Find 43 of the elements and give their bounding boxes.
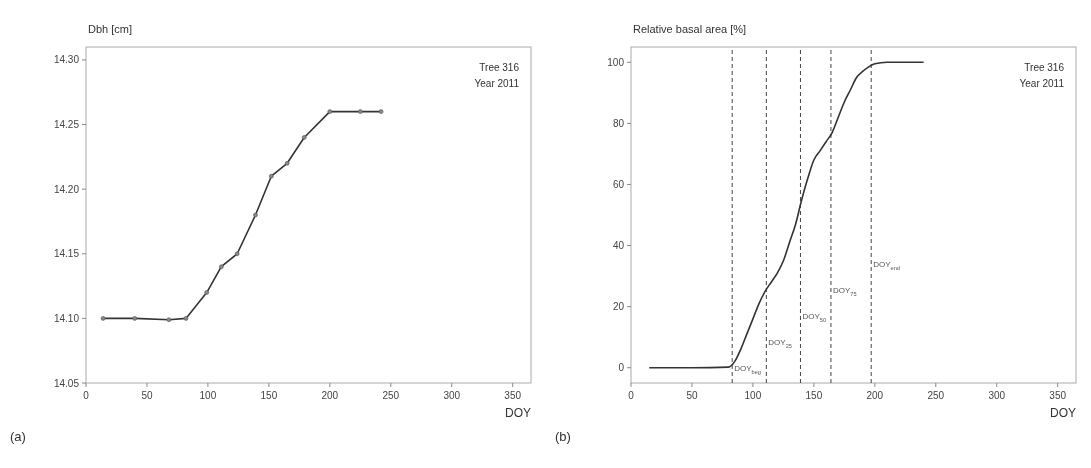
y-tick-label: 80 [612,117,625,129]
y-tick-label: 0 [618,362,625,374]
text: (b) [555,429,571,444]
ref-line-label: DOY$_{end}$ [873,260,900,271]
x-tick-label: 200 [321,390,339,401]
ref-line-label: DOY$_{25}$ [768,338,792,349]
y-tick-label: 20 [612,301,625,313]
annotation: Tree 316 [479,62,520,73]
x-tick-label: 350 [504,390,522,401]
x-axis-title: DOY [1049,406,1076,420]
y-tick-label: 14.05 [53,377,80,389]
x-tick-label: 250 [382,390,400,401]
x-tick-label: 0 [628,390,635,401]
x-tick-label: 200 [866,390,884,401]
x-tick-label: 50 [141,390,153,401]
x-tick-label: 100 [199,390,217,401]
annotation: Year 2011 [1019,78,1065,89]
y-tick-label: 14.10 [53,312,80,324]
y-tick-label: 60 [612,178,625,190]
x-tick-label: 350 [1049,390,1067,401]
x-tick-label: 300 [988,390,1006,401]
y-axis-title: Dbh [cm] [88,23,133,35]
y-tick-label: 14.30 [53,54,80,66]
x-tick-label: 150 [805,390,823,401]
x-axis-title: DOY [504,406,531,420]
text: (a) [10,429,26,444]
y-axis-title: Relative basal area [%] [633,23,747,35]
ref-line-label: DOY$_{75}$ [832,286,857,297]
ref-line-label: DOY$_{50}$ [802,312,827,323]
annotation: Tree 316 [1024,62,1065,73]
x-tick-label: 150 [260,390,278,401]
y-tick-label: 40 [612,240,625,252]
y-tick-label: 14.15 [53,248,80,260]
x-tick-label: 250 [927,390,945,401]
x-tick-label: 50 [686,390,698,401]
x-tick-label: 0 [83,390,90,401]
y-tick-label: 14.25 [53,119,80,131]
ref-line-label: DOY$_{beg}$ [734,364,761,375]
y-tick-label: 100 [607,56,625,68]
x-tick-label: 300 [443,390,461,401]
y-tick-label: 14.20 [53,183,80,195]
annotation: Year 2011 [474,78,520,89]
x-tick-label: 100 [744,390,762,401]
